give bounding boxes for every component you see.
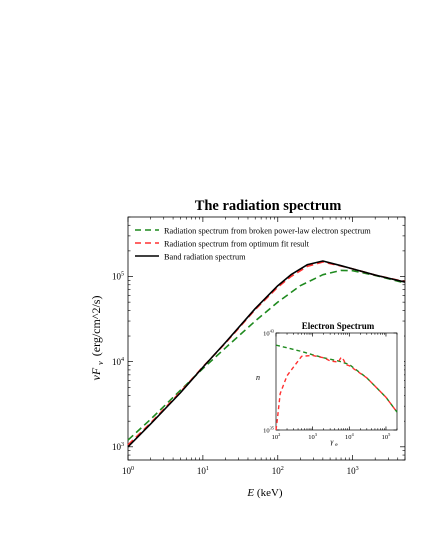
inset-y-tick-mantissa: 10: [263, 330, 270, 337]
main-x-tick-exponent: 2: [281, 466, 284, 472]
legend: Radiation spectrum from broken power-law…: [135, 227, 371, 262]
main-x-tick-mantissa: 10: [197, 466, 207, 476]
inset-series-line-0: [275, 344, 398, 413]
main-y-tick-exponent: 4: [121, 357, 124, 363]
legend-item-2: Band radiation spectrum: [135, 253, 246, 262]
inset-x-tick-mantissa: 10: [382, 434, 389, 441]
inset-x-tick-label: 103: [308, 432, 318, 441]
main-x-tick-exponent: 1: [206, 466, 209, 472]
main-x-axis-var: E: [246, 487, 254, 499]
main-x-axis-unit: (keV): [257, 487, 283, 499]
inset-x-axis-sub: e: [335, 442, 338, 448]
inset-x-tick-exponent: 4: [351, 432, 354, 437]
main-chart-title: The radiation spectrum: [195, 198, 342, 214]
main-series-line-0: [127, 269, 406, 441]
main-y-axis-unit: (erg/cm^2/s): [89, 296, 103, 357]
inset-background: [273, 331, 404, 434]
legend-item-1: Radiation spectrum from optimum fit resu…: [135, 240, 310, 249]
main-x-tick-exponent: 3: [356, 466, 359, 472]
main-y-tick-mantissa: 10: [112, 442, 122, 452]
inset-x-tick-mantissa: 10: [272, 434, 279, 441]
inset-y-tick-exponent: 35: [270, 425, 275, 430]
main-x-tick-mantissa: 10: [272, 466, 282, 476]
main-x-tick-label: 101: [197, 466, 209, 476]
inset-title: Electron Spectrum: [302, 321, 375, 331]
main-y-tick-label: 105: [112, 272, 124, 282]
main-x-tick-label: 102: [272, 466, 284, 476]
inset-x-tick-mantissa: 10: [345, 434, 352, 441]
main-x-tick-label: 103: [347, 466, 359, 476]
main-y-axis-var: νF: [89, 367, 103, 380]
inset-y-tick-label: 1035: [263, 425, 275, 434]
inset-series-line-1: [275, 354, 398, 431]
legend-item-0: Radiation spectrum from broken power-law…: [135, 227, 371, 236]
inset-x-tick-exponent: 2: [278, 432, 280, 437]
inset-x-tick-mantissa: 10: [308, 434, 315, 441]
main-plot-frame: [127, 216, 406, 461]
main-x-tick-mantissa: 10: [122, 466, 132, 476]
main-x-tick-mantissa: 10: [347, 466, 357, 476]
inset-y-tick-label: 1043: [263, 328, 275, 337]
main-y-tick-exponent: 5: [121, 272, 124, 278]
main-series-line-2: [127, 260, 406, 448]
main-y-tick-label: 104: [112, 357, 124, 367]
main-x-tick-label: 100: [122, 466, 134, 476]
main-y-axis-label: νF ν (erg/cm^2/s): [89, 296, 106, 381]
main-x-axis-label: E (keV): [246, 487, 282, 499]
inset-x-tick-exponent: 3: [315, 432, 318, 437]
inset-y-tick-exponent: 43: [270, 328, 275, 333]
main-y-tick-label: 103: [112, 442, 124, 452]
inset-x-tick-label: 104: [345, 432, 355, 441]
inset-y-tick-mantissa: 10: [263, 427, 270, 434]
inset-x-tick-label: 102: [272, 432, 281, 441]
legend-label-2: Band radiation spectrum: [164, 253, 246, 262]
main-y-tick-mantissa: 10: [112, 272, 122, 282]
inset-x-tick-label: 105: [382, 432, 392, 441]
inset-x-tick-exponent: 5: [388, 432, 391, 437]
legend-label-1: Radiation spectrum from optimum fit resu…: [164, 240, 310, 249]
main-x-tick-exponent: 0: [131, 466, 134, 472]
main-y-tick-mantissa: 10: [112, 357, 122, 367]
inset-x-axis-var: γ: [330, 437, 334, 446]
main-y-axis-sub: ν: [96, 361, 105, 365]
main-y-tick-exponent: 3: [121, 442, 124, 448]
inset-y-axis-label: n: [256, 373, 260, 382]
legend-label-0: Radiation spectrum from broken power-law…: [164, 227, 371, 236]
inset-plot-frame: [275, 332, 398, 431]
inset-x-axis-label: γ e: [330, 437, 338, 448]
